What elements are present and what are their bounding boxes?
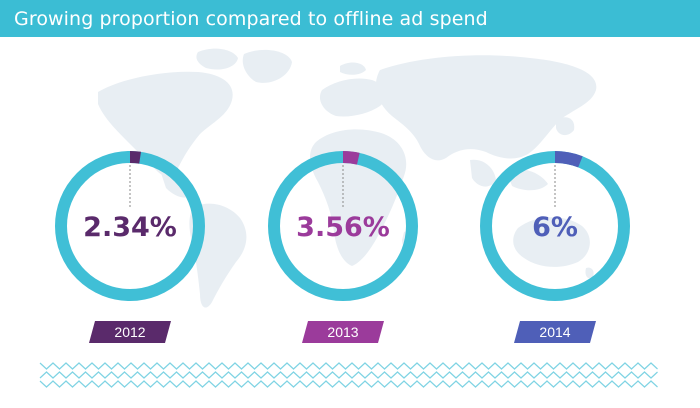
- chart-title: Growing proportion compared to offline a…: [14, 8, 488, 30]
- year-label-2014: 2014: [539, 324, 570, 340]
- wave-line-1: [39, 362, 658, 370]
- wave-decoration: [39, 362, 658, 388]
- donut-2014: 6% 2014: [480, 151, 630, 343]
- year-label-2013: 2013: [327, 324, 358, 340]
- wave-line-3: [39, 380, 658, 388]
- donut-charts: 2.34% 2012 3.56% 2013 6% 2014: [55, 150, 630, 343]
- percent-label-2013: 3.56%: [296, 212, 390, 243]
- year-tag-2014: [514, 321, 596, 343]
- title-bar: Growing proportion compared to offline a…: [0, 0, 700, 37]
- percent-label-2014: 6%: [532, 212, 578, 243]
- donut-slice-2012: [129, 150, 141, 164]
- donut-slice-2014: [554, 151, 583, 168]
- year-tag-2013: [302, 321, 384, 343]
- year-label-2012: 2012: [114, 324, 145, 340]
- world-map-background: [98, 48, 597, 308]
- wave-line-2: [39, 371, 658, 379]
- donut-2013: 3.56% 2013: [268, 151, 418, 343]
- donut-slice-2013: [342, 151, 360, 165]
- year-tag-2012: [89, 321, 171, 343]
- donut-2012: 2.34% 2012: [55, 150, 205, 343]
- percent-label-2012: 2.34%: [83, 212, 177, 243]
